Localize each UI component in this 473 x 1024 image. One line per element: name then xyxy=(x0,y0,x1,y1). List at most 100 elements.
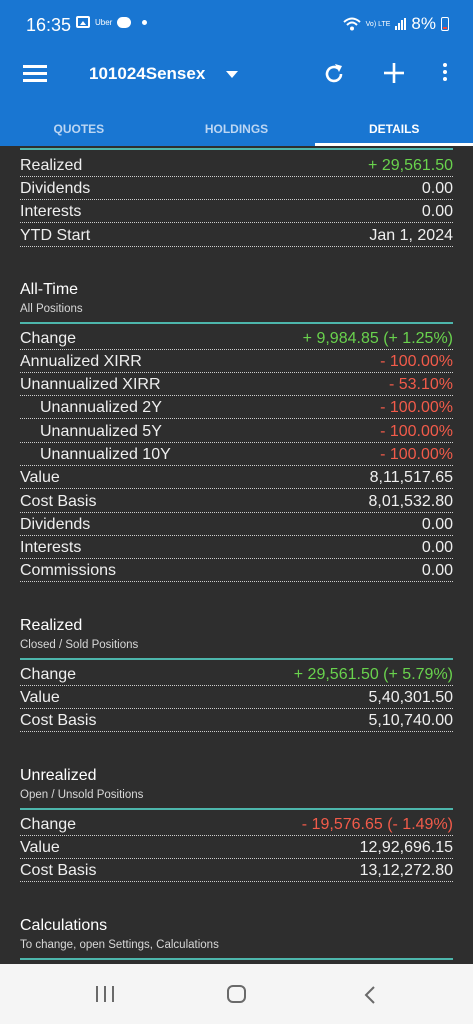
row-value: - 100.00% xyxy=(380,399,453,416)
row-label: Unannualized 5Y xyxy=(40,423,162,440)
system-nav-bar xyxy=(0,964,473,1024)
realized-row-value: Value 5,40,301.50 xyxy=(20,686,453,709)
realized-row-change: Change + 29,561.50 (+ 5.79%) xyxy=(20,663,453,686)
section-title-all-time: All-Time xyxy=(20,281,79,298)
wifi-icon xyxy=(342,17,361,31)
tab-quotes[interactable]: QUOTES xyxy=(53,122,105,136)
row-value: 0.00 xyxy=(421,180,453,197)
ytd-row-dividends: Dividends 0.00 xyxy=(20,177,453,200)
row-value: + 29,561.50 xyxy=(368,157,453,174)
ytd-row-interests: Interests 0.00 xyxy=(20,200,453,223)
row-value: 12,92,696.15 xyxy=(359,839,453,856)
dot-icon xyxy=(142,19,148,25)
row-label: Value xyxy=(20,689,60,706)
all-time-row-commissions: Commissions 0.00 xyxy=(20,559,453,582)
signal-icon xyxy=(395,18,407,30)
all-time-row-unannualized-xirr: Unannualized XIRR - 53.10% xyxy=(20,373,453,396)
back-icon[interactable] xyxy=(363,986,377,1004)
app-bar: 101024Sensex xyxy=(0,40,473,108)
row-label: Cost Basis xyxy=(20,862,97,879)
row-value: - 100.00% xyxy=(380,423,453,440)
section-divider xyxy=(20,658,453,660)
battery-percent: 8% xyxy=(411,14,436,33)
section-divider xyxy=(20,808,453,810)
dropdown-caret-icon[interactable] xyxy=(226,71,238,78)
row-label: Value xyxy=(20,469,60,486)
unrealized-row-cost-basis: Cost Basis 13,12,272.80 xyxy=(20,859,453,882)
status-time: 16:35 xyxy=(26,15,72,35)
row-label: Cost Basis xyxy=(20,712,97,729)
section-subtitle-all-time: All Positions xyxy=(20,303,83,315)
more-vert-icon[interactable] xyxy=(441,63,449,85)
row-label: Unannualized 2Y xyxy=(40,399,162,416)
row-label: Dividends xyxy=(20,180,91,197)
all-time-row-value: Value 8,11,517.65 xyxy=(20,466,453,489)
row-label: Dividends xyxy=(20,516,91,533)
all-time-row-interests: Interests 0.00 xyxy=(20,536,453,559)
all-time-row-change: Change + 9,984.85 (+ 1.25%) xyxy=(20,327,453,350)
realized-row-cost-basis: Cost Basis 5,10,740.00 xyxy=(20,709,453,732)
row-label: Unannualized 10Y xyxy=(40,446,171,463)
tab-details[interactable]: DETAILS xyxy=(315,108,473,146)
tab-holdings[interactable]: HOLDINGS xyxy=(204,122,269,136)
row-value: 0.00 xyxy=(421,516,453,533)
section-subtitle-realized: Closed / Sold Positions xyxy=(20,639,139,651)
unrealized-row-value: Value 12,92,696.15 xyxy=(20,836,453,859)
row-value: 5,40,301.50 xyxy=(368,689,453,706)
volte-icon: Vo) LTE xyxy=(365,20,391,28)
row-value: 5,10,740.00 xyxy=(368,712,453,729)
portfolio-title[interactable]: 101024Sensex xyxy=(89,64,206,83)
row-label: YTD Start xyxy=(20,227,91,244)
row-label: Annualized XIRR xyxy=(20,353,142,370)
row-label: Interests xyxy=(20,203,82,220)
section-divider xyxy=(20,322,453,324)
all-time-row-annualized-xirr: Annualized XIRR - 100.00% xyxy=(20,350,453,373)
row-label: Change xyxy=(20,330,77,347)
row-value: - 53.10% xyxy=(388,376,453,393)
uber-icon: Uber xyxy=(95,17,113,27)
tab-bar: QUOTES HOLDINGS DETAILS xyxy=(0,108,473,146)
row-value: 8,01,532.80 xyxy=(368,493,453,510)
section-title-realized: Realized xyxy=(20,617,83,634)
row-value: 8,11,517.65 xyxy=(369,469,453,486)
status-bar: 16:35 Uber Vo) LTE 8% xyxy=(0,0,473,40)
row-value: - 19,576.65 (- 1.49%) xyxy=(301,816,453,833)
menu-icon[interactable] xyxy=(23,65,47,83)
details-content[interactable]: Realized + 29,561.50 Dividends 0.00 Inte… xyxy=(0,146,473,964)
gallery-icon xyxy=(76,16,90,28)
row-label: Commissions xyxy=(20,562,117,579)
refresh-icon[interactable] xyxy=(322,62,346,86)
row-label: Value xyxy=(20,839,60,856)
row-label: Interests xyxy=(20,539,82,556)
section-divider xyxy=(20,148,453,150)
all-time-row-unannualized-2y: Unannualized 2Y - 100.00% xyxy=(20,396,453,419)
system-icons: Vo) LTE 8% xyxy=(342,14,449,34)
section-title-calculations: Calculations xyxy=(20,917,108,934)
ytd-row-start: YTD Start Jan 1, 2024 xyxy=(20,224,453,247)
all-time-row-unannualized-10y: Unannualized 10Y - 100.00% xyxy=(20,443,453,466)
recents-icon[interactable] xyxy=(96,986,114,1002)
row-label: Change xyxy=(20,816,77,833)
row-label: Realized xyxy=(20,157,83,174)
row-value: 13,12,272.80 xyxy=(359,862,453,879)
row-value: Jan 1, 2024 xyxy=(369,227,453,244)
row-label: Unannualized XIRR xyxy=(20,376,161,393)
all-time-row-cost-basis: Cost Basis 8,01,532.80 xyxy=(20,490,453,513)
all-time-row-unannualized-5y: Unannualized 5Y - 100.00% xyxy=(20,420,453,443)
row-value: - 100.00% xyxy=(380,353,453,370)
section-title-unrealized: Unrealized xyxy=(20,767,97,784)
row-label: Cost Basis xyxy=(20,493,97,510)
unrealized-row-change: Change - 19,576.65 (- 1.49%) xyxy=(20,813,453,836)
chat-bubble-icon xyxy=(117,16,132,28)
notification-icons: Uber xyxy=(76,16,148,28)
home-icon[interactable] xyxy=(227,985,246,1003)
row-value: + 9,984.85 (+ 1.25%) xyxy=(302,330,453,347)
row-value: 0.00 xyxy=(421,539,453,556)
add-icon[interactable] xyxy=(383,62,405,84)
row-value: + 29,561.50 (+ 5.79%) xyxy=(293,666,453,683)
all-time-row-dividends: Dividends 0.00 xyxy=(20,513,453,536)
section-divider xyxy=(20,958,453,960)
row-value: 0.00 xyxy=(421,203,453,220)
row-label: Change xyxy=(20,666,77,683)
ytd-row-realized: Realized + 29,561.50 xyxy=(20,154,453,177)
